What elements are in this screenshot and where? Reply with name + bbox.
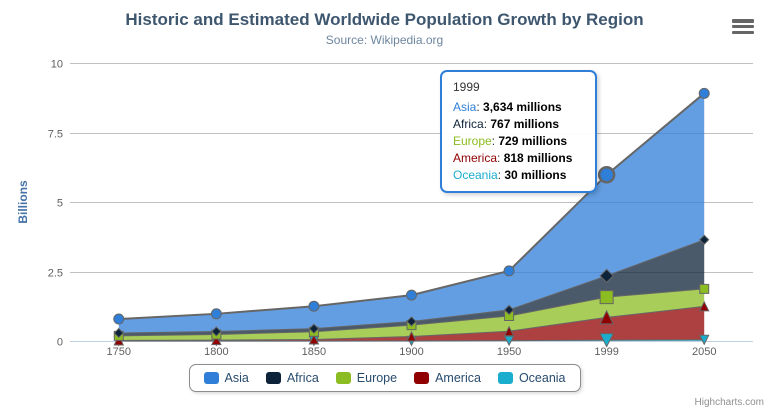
marker-america-1850[interactable]: [308, 333, 320, 345]
tooltip-series-value: 3,634 millions: [483, 100, 562, 114]
tooltip-row: America: 818 millions: [453, 151, 573, 165]
marker-america-2050[interactable]: [698, 300, 710, 312]
marker-america-1950[interactable]: [503, 325, 515, 337]
y-axis-tick-label: 0: [57, 337, 63, 349]
y-axis-labels: 0 2.5 5 7.5 10: [48, 59, 63, 349]
legend-symbol: [265, 372, 281, 384]
legend-symbol: [203, 372, 219, 384]
area-asia[interactable]: [118, 93, 705, 333]
area-america[interactable]: [118, 306, 705, 341]
marker-africa-2050[interactable]: [699, 234, 710, 245]
credits-link[interactable]: Highcharts.com: [694, 397, 764, 408]
tooltip-row: Asia: 3,634 millions: [453, 100, 562, 114]
marker-europe-1999[interactable]: [599, 290, 614, 305]
legend-label: Oceania: [518, 371, 566, 385]
x-axis-labels: 1750 1800 1850 1900 1950 1999 2050: [107, 346, 717, 358]
tooltip-header: 1999: [453, 80, 480, 94]
marker-asia-1950[interactable]: [503, 265, 515, 277]
tooltip-series-value: 729 millions: [498, 134, 568, 148]
tooltip-series-value: 818 millions: [503, 151, 573, 165]
x-axis-tick-label: 1900: [399, 346, 423, 358]
legend-item-europe[interactable]: Europe: [335, 371, 398, 385]
y-axis-tick-label: 2.5: [48, 268, 63, 280]
marker-america-1900[interactable]: [406, 330, 417, 342]
tooltip-row: Africa: 767 millions: [453, 117, 560, 131]
tooltip-series-name: Africa: [453, 117, 484, 131]
marker-asia-1900[interactable]: [406, 289, 417, 301]
legend-item-oceania[interactable]: Oceania: [497, 371, 566, 385]
marker-africa-1800[interactable]: [211, 326, 222, 337]
marker-asia-1750[interactable]: [113, 313, 125, 325]
tooltip-series-name: Oceania: [453, 168, 498, 182]
tooltip-series-value: 30 millions: [504, 168, 567, 182]
legend-item-asia[interactable]: Asia: [203, 371, 249, 385]
tooltip-series-name: America: [453, 151, 498, 165]
chart-subtitle: Source: Wikipedia.org: [325, 33, 444, 47]
marker-oceania-2050[interactable]: [698, 334, 710, 346]
x-axis-tick-label: 1950: [497, 346, 521, 358]
hamburger-bar: [732, 24, 754, 29]
marker-asia-1999[interactable]: [597, 166, 616, 184]
marker-africa-1900[interactable]: [406, 316, 417, 327]
series-areas[interactable]: [118, 93, 705, 341]
marker-asia-1850[interactable]: [308, 300, 320, 312]
series-markers[interactable]: [113, 87, 710, 348]
marker-europe-2050[interactable]: [699, 283, 710, 294]
y-axis-title: Billions: [16, 180, 30, 224]
shared-tooltip: 1999 Asia: 3,634 millions Africa: 767 mil…: [440, 70, 597, 193]
y-axis-tick-label: 10: [51, 59, 63, 71]
legend-symbol: [335, 372, 351, 384]
tooltip-series-name: Asia: [453, 100, 477, 114]
legend: Asia Africa Europe America Oceania: [188, 364, 581, 392]
hamburger-bar: [732, 30, 754, 34]
legend-label: Africa: [286, 371, 319, 385]
marker-africa-1750[interactable]: [113, 327, 124, 339]
x-axis-tick-label: 1750: [107, 346, 131, 358]
y-axis-tick-label: 7.5: [48, 129, 63, 141]
marker-africa-1850[interactable]: [308, 323, 320, 334]
legend-label: America: [435, 371, 481, 385]
legend-item-america[interactable]: America: [414, 371, 481, 385]
marker-oceania-1999[interactable]: [599, 333, 614, 348]
x-axis-tick-label: 1850: [302, 346, 326, 358]
chart-title: Historic and Estimated Worldwide Populat…: [125, 10, 644, 29]
x-axis-tick-label: 1999: [594, 346, 618, 358]
tooltip-row: Oceania: 30 millions: [453, 168, 567, 182]
x-axis-tick-label: 1800: [204, 346, 228, 358]
tooltip-series-value: 767 millions: [490, 117, 560, 131]
y-axis-tick-label: 5: [57, 198, 63, 210]
marker-asia-2050[interactable]: [698, 87, 710, 99]
legend-symbol: [414, 372, 430, 384]
legend-label: Asia: [224, 371, 249, 385]
tooltip-row: Europe: 729 millions: [453, 134, 568, 148]
marker-america-1999[interactable]: [599, 309, 614, 325]
export-menu-icon[interactable]: [732, 19, 754, 34]
marker-africa-1999[interactable]: [599, 268, 614, 284]
marker-africa-1950[interactable]: [503, 304, 515, 316]
marker-asia-1800[interactable]: [210, 308, 222, 320]
hamburger-bar: [732, 19, 754, 23]
legend-symbol: [497, 372, 513, 384]
legend-item-africa[interactable]: Africa: [265, 371, 319, 385]
area-africa[interactable]: [118, 239, 705, 336]
marker-america-1800[interactable]: [211, 334, 222, 346]
legend-label: Europe: [356, 371, 398, 385]
tooltip-series-name: Europe: [453, 134, 492, 148]
x-axis-tick-label: 2050: [692, 346, 716, 358]
